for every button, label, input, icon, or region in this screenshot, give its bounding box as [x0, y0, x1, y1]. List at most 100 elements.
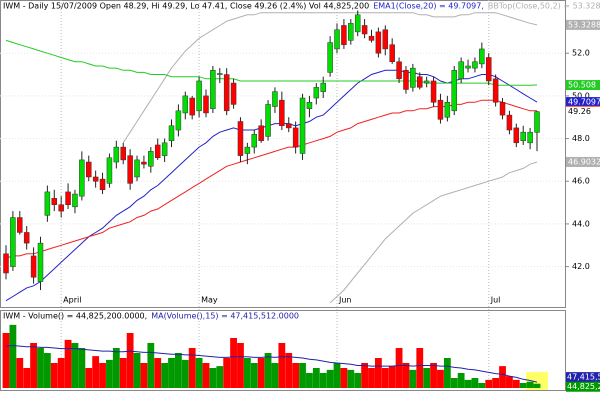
volume-bar [9, 324, 17, 388]
candle-body [430, 80, 437, 103]
volume-bar [437, 369, 444, 388]
volume-bar [230, 338, 237, 388]
candle-body [106, 157, 113, 184]
candle-body [403, 70, 409, 90]
volume-bar [106, 359, 113, 388]
candle-body [72, 193, 78, 208]
value-box [566, 97, 600, 108]
volume-bar [374, 358, 382, 388]
volume-bar [23, 368, 31, 388]
value-box [566, 156, 600, 167]
volume-bar [299, 363, 306, 388]
volume-bar [478, 383, 486, 388]
volume-bar [216, 366, 224, 388]
legend-entry: BBTop(Close,50,2) = 53.3288, [488, 2, 600, 11]
volume-bar [312, 368, 320, 388]
volume-bar [361, 363, 368, 388]
volume-bar [264, 353, 272, 388]
candle-body [520, 131, 526, 141]
volume-bar [92, 356, 100, 388]
candle-body [51, 198, 58, 205]
candle-body [272, 91, 278, 107]
indicator-line [329, 161, 538, 304]
volume-bar [485, 379, 493, 388]
volume-bar [99, 363, 106, 388]
candle-body [437, 99, 444, 120]
candle-body [396, 61, 402, 80]
candle-body [23, 232, 30, 244]
volume-bar [243, 358, 251, 388]
candle-body [58, 204, 64, 212]
candle-body [513, 127, 520, 144]
candle-body [368, 35, 375, 41]
legend-entry: MA(Volume(),15) = 47,415,512.0000 [151, 312, 299, 321]
candle-body [154, 144, 161, 159]
volume-bar [209, 368, 217, 388]
candle-body [134, 159, 140, 178]
value-box [566, 106, 600, 117]
x-tick-label: May [201, 296, 218, 305]
volume-bar [430, 363, 437, 388]
value-label: 46.9032 [568, 157, 600, 166]
candle-body [251, 134, 258, 148]
candle-body [417, 76, 423, 88]
candle-body [361, 25, 368, 35]
candle-body [465, 65, 471, 69]
candle-body [265, 104, 271, 137]
candle-body [141, 161, 147, 165]
candle-body [189, 97, 195, 116]
candle-body [479, 48, 485, 65]
value-label: 44,825,2 [567, 382, 600, 391]
candle-body [127, 155, 133, 184]
volume-bar [354, 373, 362, 388]
candle-body [79, 159, 85, 197]
volume-bar [533, 383, 541, 388]
candle-body [375, 31, 382, 54]
y-tick-label: 46.0 [572, 177, 590, 186]
candle-body [168, 125, 175, 141]
candle-body [320, 82, 326, 92]
candle-body [148, 151, 154, 167]
candle-body [182, 95, 189, 114]
volume-bar [333, 363, 341, 388]
volume-bar [119, 358, 127, 388]
candle-body [17, 217, 23, 233]
candle-body [258, 125, 264, 141]
legend-entry: EMA1(Close,20) = 49.7097, [373, 2, 484, 11]
candle-body [30, 255, 37, 278]
indicator-line [5, 39, 538, 86]
candle-body [10, 217, 16, 267]
volume-bar [326, 369, 334, 388]
volume-bar [154, 358, 162, 388]
candle-body [527, 131, 533, 144]
value-box [566, 372, 600, 383]
candle-body [534, 111, 540, 133]
volume-bar [388, 366, 396, 388]
candle-body [175, 110, 182, 131]
candle-body [223, 74, 230, 112]
value-box [566, 80, 600, 91]
volume-bar [285, 353, 293, 388]
volume-bar [71, 343, 79, 388]
candle-body [196, 80, 202, 112]
volume-bar [526, 381, 534, 388]
candle-body [210, 70, 216, 109]
indicator-line [122, 12, 538, 144]
candle-body [237, 121, 244, 156]
candle-body [348, 23, 354, 41]
volume-bar [57, 358, 65, 388]
volume-bar [133, 353, 141, 388]
volume-bar [471, 378, 479, 388]
volume-bar [237, 343, 244, 388]
x-tick-label: Jun [338, 296, 352, 305]
volume-bar [43, 353, 51, 388]
volume-bar [306, 373, 313, 388]
value-label: 49.26 [568, 107, 591, 116]
candle-body [65, 191, 71, 205]
volume-bar [50, 363, 58, 388]
candle-body [37, 242, 44, 282]
volume-bar [340, 368, 348, 388]
volume-bar [2, 333, 10, 388]
candle-body [506, 114, 513, 131]
